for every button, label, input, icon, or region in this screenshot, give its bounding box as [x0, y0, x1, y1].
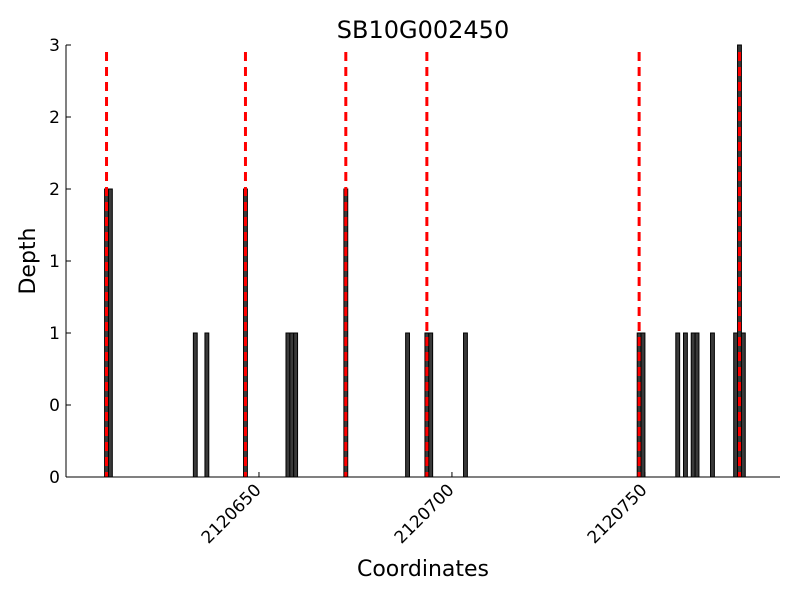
depth-bar: [675, 332, 681, 478]
chart-title: SB10G002450: [337, 16, 509, 44]
x-tick-label: 2120650: [198, 480, 266, 548]
y-tick-label: 0: [49, 468, 60, 488]
y-tick-label: 1: [49, 252, 60, 272]
depth-bar: [683, 332, 688, 478]
y-ticks: 0 0 1 1 2 2 3: [49, 36, 71, 488]
y-tick-label: 2: [49, 180, 60, 200]
depth-bar: [733, 332, 739, 478]
x-tick-label: 2120700: [391, 480, 459, 548]
x-ticks: 2120650 2120700 2120750: [198, 472, 652, 548]
depth-bar: [289, 332, 295, 478]
x-axis-label: Coordinates: [357, 557, 489, 582]
y-tick-label: 1: [49, 324, 60, 344]
bars-layer: [104, 44, 746, 478]
depth-bar: [690, 332, 696, 478]
depth-bar: [640, 332, 646, 478]
depth-bar: [405, 332, 410, 478]
depth-bar: [285, 332, 291, 478]
x-tick-label: 2120750: [584, 480, 652, 548]
depth-bar: [710, 332, 715, 478]
axes: [65, 45, 780, 478]
depth-bar: [694, 332, 700, 478]
y-tick-label: 0: [49, 396, 60, 416]
depth-bar: [192, 332, 198, 478]
y-tick-label: 3: [49, 36, 60, 56]
depth-bar: [740, 332, 746, 478]
depth-bar: [428, 332, 434, 478]
depth-bar: [293, 332, 299, 478]
depth-bar: [204, 332, 210, 478]
depth-bar: [107, 188, 113, 478]
depth-bar: [463, 332, 468, 478]
y-axis-label: Depth: [16, 227, 41, 294]
y-tick-label: 2: [49, 108, 60, 128]
marker-lines-layer: [105, 52, 741, 477]
